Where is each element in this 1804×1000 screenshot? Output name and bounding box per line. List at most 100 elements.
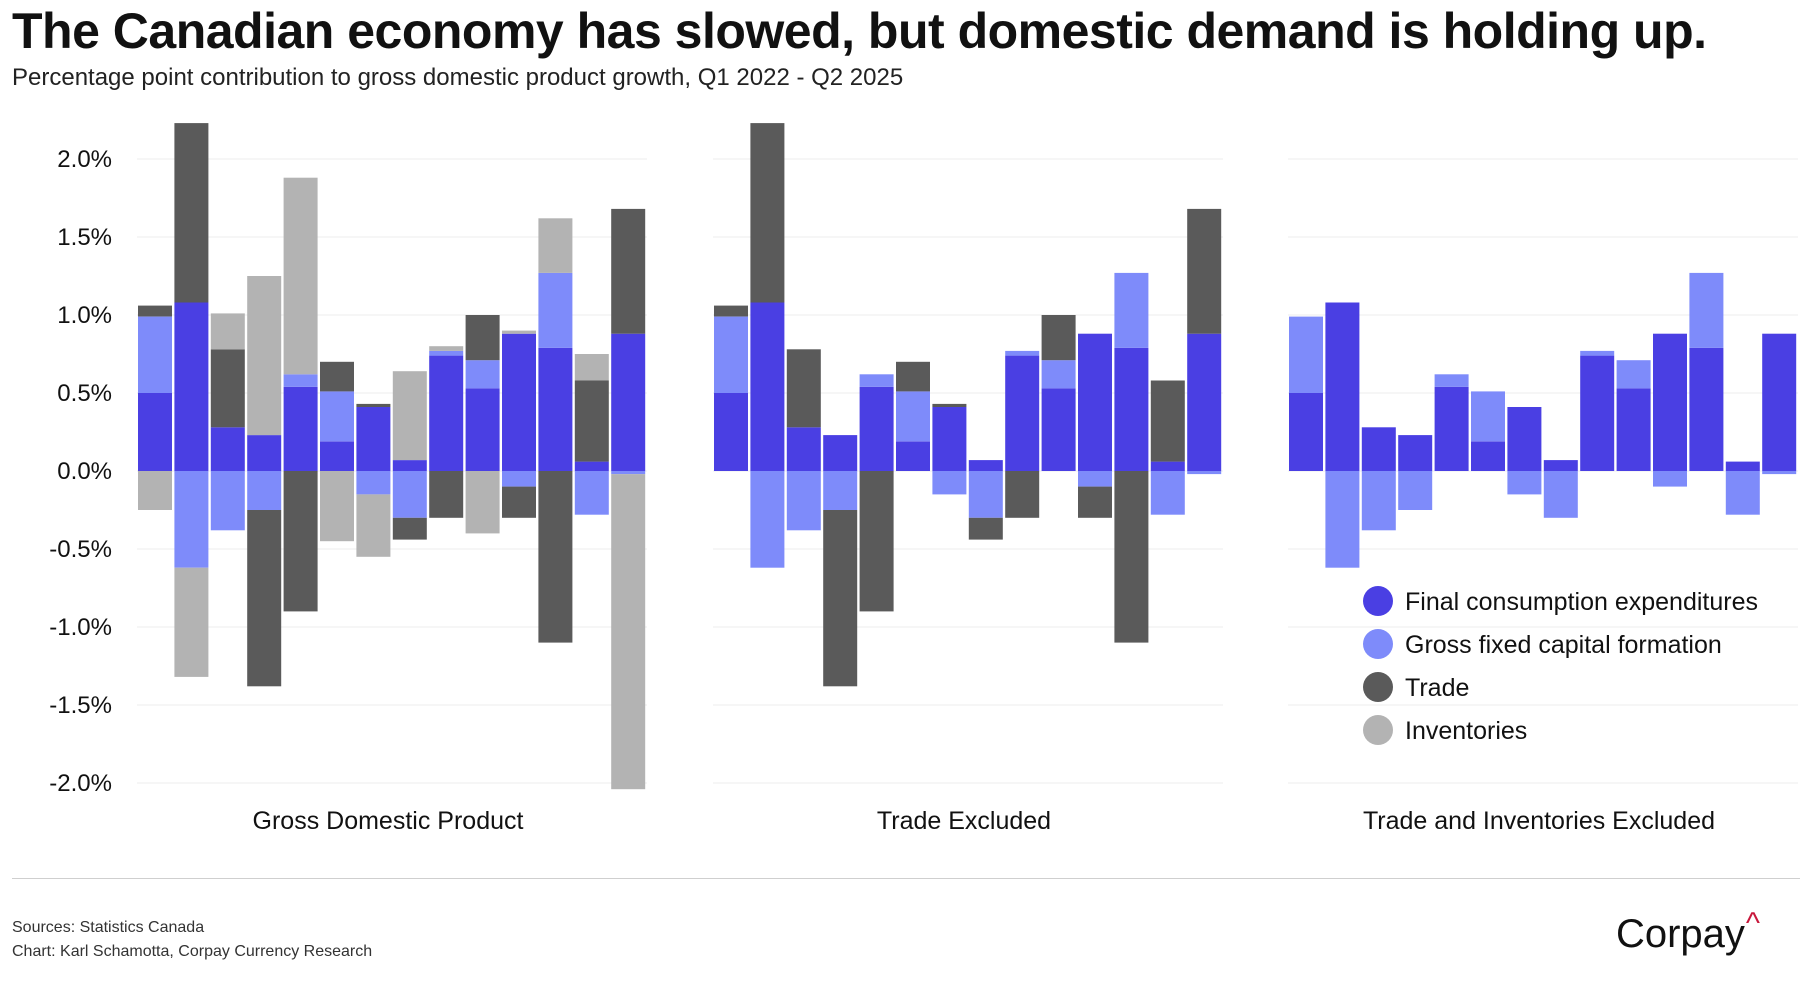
bar-trade	[714, 305, 748, 317]
bar-fce	[247, 435, 282, 471]
bar-gfcf	[1078, 471, 1112, 487]
bar-fce	[1543, 460, 1578, 471]
bar-gfcf	[502, 471, 536, 487]
bar-trade	[1078, 486, 1112, 518]
bar-gfcf	[714, 316, 748, 393]
bar-fce	[210, 427, 245, 471]
credit-line: Chart: Karl Schamotta, Corpay Currency R…	[12, 943, 373, 960]
bar-inv	[611, 474, 646, 790]
chart-sources: Sources: Statistics Canada Chart: Karl S…	[12, 916, 372, 964]
bar-inv	[210, 313, 245, 350]
bar-fce	[1187, 333, 1222, 471]
bar-fce	[1150, 461, 1185, 471]
bar-fce	[356, 407, 391, 471]
bar-gfcf	[1005, 350, 1040, 356]
bar-trade	[174, 123, 209, 303]
y-tick-label: -0.5%	[49, 536, 112, 563]
bar-fce	[1398, 435, 1433, 471]
bar-fce	[574, 461, 609, 471]
y-tick-label: -2.0%	[49, 770, 112, 797]
bar-gfcf	[1543, 471, 1578, 518]
bar-fce	[465, 388, 500, 471]
bar-fce	[138, 393, 172, 471]
bar-fce	[1616, 388, 1651, 471]
bar-trade	[1187, 208, 1222, 334]
bar-fce	[968, 460, 1003, 471]
bar-gfcf	[786, 471, 821, 531]
bar-trade	[392, 517, 427, 540]
bar-gfcf	[465, 360, 500, 389]
corpay-logo: Corpay^	[1615, 907, 1760, 957]
bar-trade	[968, 517, 1003, 540]
bar-fce	[1325, 302, 1360, 471]
y-tick-label: 0.0%	[57, 458, 112, 485]
bar-fce	[714, 393, 748, 471]
bar-fce	[502, 333, 536, 471]
bar-trade	[356, 403, 391, 407]
brand-name: Corpay	[1615, 912, 1745, 956]
y-tick-label: 0.5%	[57, 380, 112, 407]
bar-trade	[465, 315, 500, 361]
bar-gfcf	[1507, 471, 1542, 495]
bar-gfcf	[210, 471, 245, 531]
bar-inv	[392, 371, 427, 461]
bar-trade	[283, 471, 318, 612]
bar-inv	[174, 567, 209, 677]
bar-fce	[1114, 347, 1149, 471]
bar-fce	[1361, 427, 1396, 471]
legend-swatch-gfcf	[1363, 629, 1393, 659]
legend-label: Gross fixed capital formation	[1405, 631, 1722, 659]
bar-inv	[138, 471, 172, 510]
bar-gfcf	[283, 374, 318, 387]
bar-fce	[392, 460, 427, 471]
bar-fce	[1434, 386, 1469, 471]
bar-fce	[538, 347, 573, 471]
y-tick-label: 1.0%	[57, 302, 112, 329]
bar-gfcf	[1689, 272, 1724, 348]
bar-gfcf	[859, 374, 894, 387]
bar-fce	[1471, 441, 1505, 471]
bar-gfcf	[1361, 471, 1396, 531]
legend-swatch-inv	[1363, 715, 1393, 745]
y-tick-label: -1.0%	[49, 614, 112, 641]
bar-gfcf	[932, 471, 967, 495]
bar-inv	[356, 494, 391, 557]
bar-fce	[1507, 407, 1542, 471]
bar-inv	[320, 471, 354, 542]
bar-gfcf	[247, 471, 282, 510]
bar-fce	[823, 435, 858, 471]
legend-label: Inventories	[1405, 717, 1527, 745]
bar-gfcf	[1471, 391, 1505, 442]
bar-trade	[1114, 471, 1149, 643]
bar-inv	[502, 330, 536, 334]
bar-gfcf	[1398, 471, 1433, 510]
sources-line: Sources: Statistics Canada	[12, 919, 205, 936]
bar-gfcf	[1725, 471, 1760, 515]
bar-fce	[859, 386, 894, 471]
bar-trade	[574, 380, 609, 462]
bar-fce	[932, 407, 967, 471]
bar-fce	[1289, 393, 1323, 471]
bar-gfcf	[823, 471, 858, 510]
bar-fce	[429, 355, 464, 471]
bar-gfcf	[1150, 471, 1185, 515]
bar-gfcf	[1434, 374, 1469, 387]
bar-gfcf	[1616, 360, 1651, 389]
panel-label: Gross Domestic Product	[253, 807, 524, 835]
bar-fce	[896, 441, 930, 471]
bar-fce	[750, 302, 785, 471]
bar-trade	[932, 403, 967, 407]
bar-fce	[1762, 333, 1797, 471]
legend-swatch-fce	[1363, 586, 1393, 616]
bar-trade	[823, 510, 858, 687]
panel-label: Trade Excluded	[877, 807, 1051, 835]
bar-inv	[429, 346, 464, 351]
bar-gfcf	[896, 391, 930, 442]
bar-gfcf	[611, 471, 646, 475]
bar-fce	[1653, 333, 1687, 471]
bar-trade	[538, 471, 573, 643]
legend-label: Final consumption expenditures	[1405, 588, 1758, 616]
bar-gfcf	[538, 272, 573, 348]
bar-gfcf	[429, 350, 464, 356]
bar-gfcf	[1762, 471, 1797, 475]
